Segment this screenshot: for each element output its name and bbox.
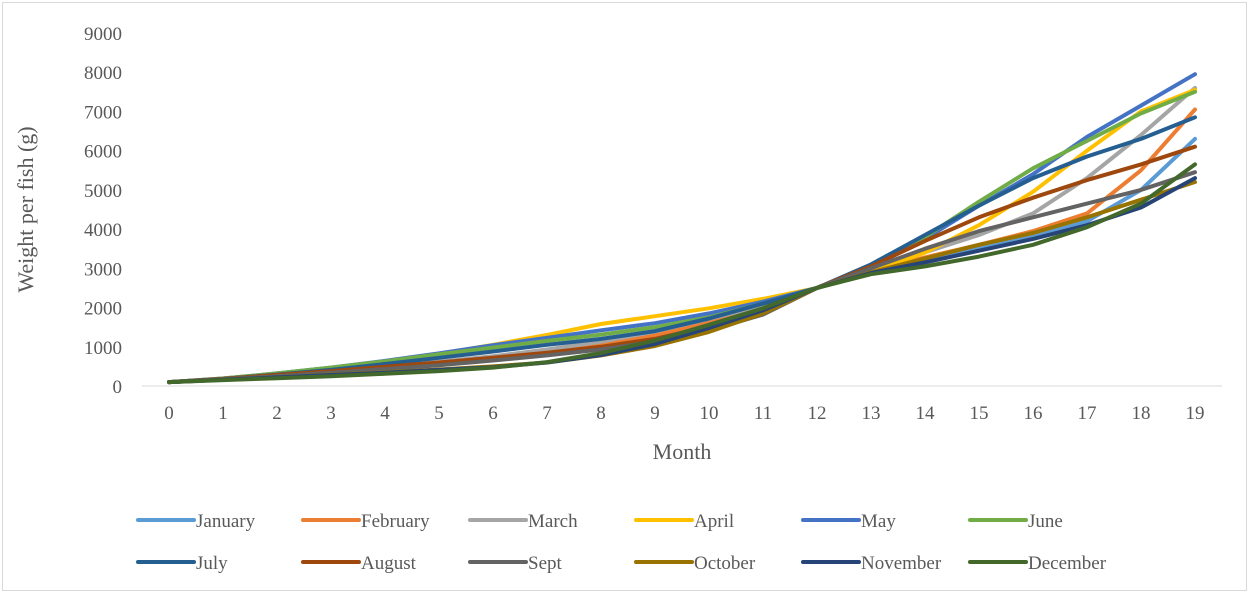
y-tick-label: 8000 [84,63,122,84]
x-tick-label: 19 [1186,403,1205,424]
y-tick-label: 3000 [84,259,122,280]
series-line-august [167,144,1197,385]
x-tick-label: 16 [1024,403,1043,424]
series-line-sept [167,170,1197,385]
x-tick-label: 18 [1132,403,1151,424]
x-tick-label: 14 [916,403,936,424]
x-tick-label: 15 [970,403,989,424]
x-tick-label: 17 [1078,403,1097,424]
legend-label: October [694,553,756,574]
y-tick-label: 0 [113,377,123,398]
y-axis-ticks: 0 1000 2000 3000 4000 5000 6000 7000 8000 9000 [84,24,122,398]
x-axis-ticks: 0 1 2 3 4 5 6 7 8 9 10 11 12 13 14 15 16 17 18 19 [164,403,1204,424]
y-tick-label: 7000 [84,102,122,123]
x-tick-label: 12 [808,403,827,424]
y-tick-label: 6000 [84,142,122,163]
y-tick-label: 9000 [84,24,122,45]
x-tick-label: 9 [650,403,660,424]
legend-label: June [1028,511,1063,532]
x-tick-label: 4 [380,403,390,424]
x-tick-label: 8 [596,403,606,424]
series-line-december [167,162,1197,385]
legend-label: July [196,553,228,574]
legend-label: January [196,511,256,532]
legend-label: February [361,511,430,532]
y-axis-title: Weight per fish (g) [13,126,38,292]
legend-label: April [694,511,734,532]
legend: January February March April May June July Augu… [136,511,1107,574]
series-line-june [167,89,1197,385]
x-axis-title: Month [653,439,712,464]
plot-lines [167,72,1197,385]
y-tick-label: 1000 [84,338,122,359]
y-tick-label: 5000 [84,181,122,202]
x-tick-label: 6 [488,403,498,424]
x-tick-label: 1 [218,403,228,424]
x-tick-label: 2 [272,403,282,424]
x-tick-label: 5 [434,403,444,424]
series-line-october [167,180,1197,385]
x-tick-label: 0 [164,403,174,424]
y-tick-label: 4000 [84,220,122,241]
x-tick-label: 11 [754,403,772,424]
x-tick-label: 10 [700,403,719,424]
y-tick-label: 2000 [84,299,122,320]
legend-label: August [361,553,417,574]
legend-label: November [861,553,942,574]
legend-label: Sept [528,553,563,574]
legend-label: March [528,511,578,532]
x-tick-label: 3 [326,403,336,424]
x-tick-label: 13 [862,403,881,424]
x-tick-label: 7 [542,403,552,424]
legend-label: December [1028,553,1107,574]
series-line-july [167,115,1197,385]
legend-label: May [861,511,896,532]
series-line-february [167,107,1197,385]
